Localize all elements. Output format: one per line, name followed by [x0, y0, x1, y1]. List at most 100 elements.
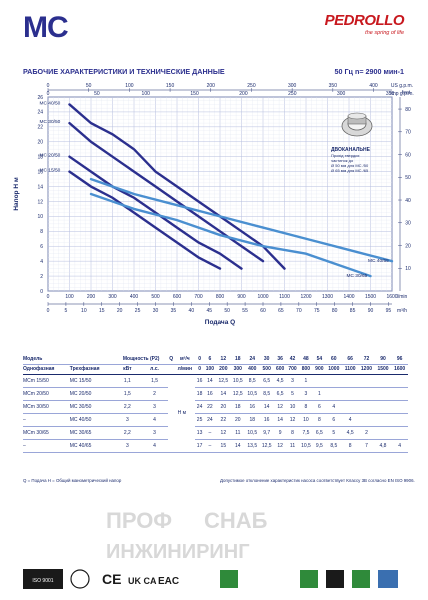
x-top2-tick-label: 350 — [386, 91, 395, 97]
series-line — [89, 192, 372, 278]
header-q-lmin: 700 — [286, 364, 299, 375]
cell-head — [391, 426, 408, 440]
brand-logo: PEDROLLO the spring of life — [325, 12, 405, 36]
x-tick-label: 0 — [47, 294, 50, 300]
x-tick-label: 700 — [194, 294, 203, 300]
x2-tick-label: 95 — [386, 308, 392, 314]
x2-tick-label: 65 — [278, 308, 284, 314]
cell-head — [342, 374, 359, 388]
cell-head: 9,5 — [313, 439, 326, 453]
cell-single: MCm 20/50 — [23, 387, 70, 401]
y-right-tick-label: 50 — [405, 175, 411, 181]
cell-head: 25 — [195, 413, 204, 427]
x-tick-label: 900 — [237, 294, 246, 300]
y-tick-label: 26 — [37, 95, 43, 101]
cell-head: 4 — [325, 400, 343, 414]
x2-tick-label: 30 — [153, 308, 159, 314]
cell-head: 14 — [259, 400, 274, 414]
x-top-tick-label: 200 — [207, 83, 216, 89]
secure-badge-icon — [326, 570, 344, 588]
cell-head: 6,5 — [273, 387, 287, 401]
table-row: MCm 20/50 MC 20/50 1,5 2 18 16 14 12,5 10,5 8,5 6,… — [23, 387, 408, 401]
iso-badge — [23, 569, 63, 589]
cell-head: 10,5 — [230, 374, 246, 388]
y-tick-label: 2 — [40, 274, 43, 280]
cell-head: 1 — [298, 374, 314, 388]
cell-three: MC 30/50 — [69, 400, 114, 414]
cell-head: 16 — [203, 387, 217, 401]
x2-tick-label: 25 — [135, 308, 141, 314]
header-q-lmin: 1600 — [391, 364, 408, 375]
cell-hp: 3 — [140, 426, 169, 440]
cell-head: 2 — [358, 426, 375, 440]
cell-single: MCm 15/50 — [23, 374, 70, 388]
cell-head: 12,5 — [230, 387, 246, 401]
cell-head: 8 — [286, 426, 299, 440]
x2-tick-label: 45 — [206, 308, 212, 314]
cell-head: 11 — [286, 439, 299, 453]
section-title: РАБОЧИЕ ХАРАКТЕРИСТИКИ И ТЕХНИЧЕСКИЕ ДАН… — [23, 67, 225, 76]
cell-kw: 1,1 — [113, 374, 141, 388]
x-tick-label: 100 — [65, 294, 74, 300]
cell-head: – — [203, 439, 217, 453]
flange-icon — [341, 112, 373, 137]
x-top2-tick-label: 100 — [142, 91, 151, 97]
series-line — [68, 170, 222, 270]
cell-hp: 2 — [140, 387, 169, 401]
cell-head: 10,5 — [245, 387, 260, 401]
header-q-lmin: 1500 — [374, 364, 392, 375]
cell-head: 12 — [273, 400, 287, 414]
x-top-tick-label: 300 — [288, 83, 297, 89]
cell-head: 16 — [195, 374, 204, 388]
x-top2-unit: Imp g.p.m. — [390, 91, 414, 97]
x2-tick-label: 40 — [189, 308, 195, 314]
x2-tick-label: 50 — [224, 308, 230, 314]
eac-mark: EAC — [158, 576, 179, 587]
cell-head: 18 — [230, 400, 246, 414]
cell-head: 8 — [298, 400, 314, 414]
y-tick-label: 4 — [40, 259, 43, 265]
cell-head: 8,5 — [325, 439, 343, 453]
premium-badge-icon — [352, 570, 370, 588]
cell-head — [374, 400, 392, 414]
header-q-unit2: л/мин — [174, 364, 196, 375]
x-tick-label: 200 — [87, 294, 96, 300]
cell-three: MC 30/65 — [69, 426, 114, 440]
header-three: Трехфазная — [69, 364, 114, 375]
cell-head: 13,5 — [245, 439, 260, 453]
header-q-unit: м³/ч — [174, 354, 196, 365]
cell-hp: 1,5 — [140, 374, 169, 388]
cell-head: 8 — [313, 413, 326, 427]
cell-kw: 2,2 — [113, 400, 141, 414]
cell-head: 14 — [273, 413, 287, 427]
table-row: – MC 40/65 3 4 17–15 14 13,5 12,5 12 11 10,5 9,5 8,5… — [23, 439, 408, 453]
x-top-tick-label: 0 — [47, 83, 50, 89]
watermark: ПРОФ СНАБ ИНЖИНИРИНГ — [106, 508, 268, 563]
header-q-m3: 96 — [391, 354, 408, 365]
cell-head: 20 — [230, 413, 246, 427]
x-tick-label: 500 — [151, 294, 160, 300]
brand-tagline: the spring of life — [365, 30, 404, 36]
header-kw: кВт — [113, 364, 141, 375]
emc-badge-icon — [378, 570, 398, 588]
cell-head: 12 — [216, 426, 231, 440]
cell-head: 10 — [298, 413, 314, 427]
header-power: Мощность (P2) — [113, 354, 169, 365]
header-q-m3: 30 — [259, 354, 274, 365]
cell-hp: 4 — [140, 439, 169, 453]
cell-hp: 4 — [140, 413, 169, 427]
cell-head: 24 — [203, 413, 217, 427]
x-top2-tick-label: 300 — [337, 91, 346, 97]
cell-head: 11 — [230, 426, 246, 440]
table-row: MCm 30/65 MC 30/65 2,2 3 13–12 11 10,5 9,7 9 8 7,5… — [23, 426, 408, 440]
header-q-m3: 48 — [298, 354, 314, 365]
header-q-lmin: 800 — [298, 364, 314, 375]
y-tick-label: 14 — [37, 184, 43, 190]
header-q-lmin: 0 — [195, 364, 204, 375]
header-q-m3: 60 — [325, 354, 343, 365]
cell-head — [325, 387, 343, 401]
cell-head — [391, 400, 408, 414]
cell-three: MC 40/65 — [69, 439, 114, 453]
header-q-m3: 24 — [245, 354, 260, 365]
